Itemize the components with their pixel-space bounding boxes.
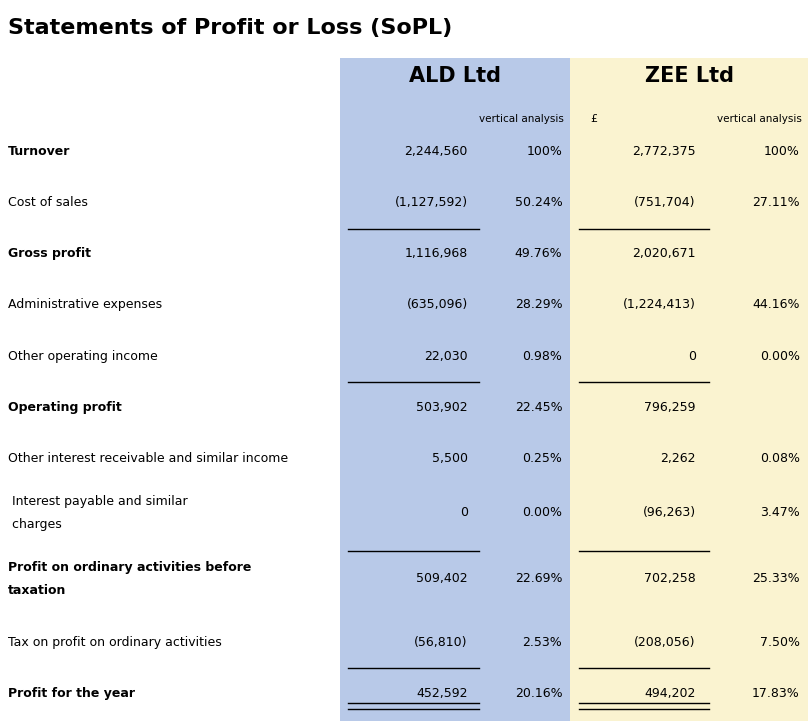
Text: (56,810): (56,810): [415, 636, 468, 649]
Text: 2,772,375: 2,772,375: [632, 145, 696, 158]
Text: Other operating income: Other operating income: [8, 350, 158, 363]
Text: Turnover: Turnover: [8, 145, 70, 158]
Text: 0: 0: [688, 350, 696, 363]
Text: Tax on profit on ordinary activities: Tax on profit on ordinary activities: [8, 636, 222, 649]
Text: 2,262: 2,262: [660, 452, 696, 465]
Text: 0.00%: 0.00%: [522, 506, 562, 519]
Text: 22.45%: 22.45%: [515, 401, 562, 414]
Text: 17.83%: 17.83%: [752, 687, 800, 700]
FancyBboxPatch shape: [570, 58, 808, 721]
Text: 494,202: 494,202: [644, 687, 696, 700]
Text: Profit on ordinary activities before: Profit on ordinary activities before: [8, 561, 251, 574]
Text: £: £: [591, 114, 598, 124]
Text: 1,116,968: 1,116,968: [405, 247, 468, 260]
Text: (96,263): (96,263): [642, 506, 696, 519]
Text: 100%: 100%: [527, 145, 562, 158]
Text: charges: charges: [8, 518, 62, 531]
FancyBboxPatch shape: [340, 58, 570, 721]
Text: 503,902: 503,902: [416, 401, 468, 414]
Text: 25.33%: 25.33%: [752, 572, 800, 585]
Text: 2.53%: 2.53%: [523, 636, 562, 649]
Text: 100%: 100%: [764, 145, 800, 158]
Text: 20.16%: 20.16%: [515, 687, 562, 700]
Text: 44.16%: 44.16%: [752, 298, 800, 311]
Text: (208,056): (208,056): [634, 636, 696, 649]
Text: 49.76%: 49.76%: [515, 247, 562, 260]
Text: Administrative expenses: Administrative expenses: [8, 298, 162, 311]
Text: 509,402: 509,402: [416, 572, 468, 585]
Text: Operating profit: Operating profit: [8, 401, 122, 414]
Text: 0.25%: 0.25%: [523, 452, 562, 465]
Text: Gross profit: Gross profit: [8, 247, 91, 260]
Text: ALD Ltd: ALD Ltd: [410, 66, 501, 86]
Text: 5,500: 5,500: [431, 452, 468, 465]
Text: vertical analysis: vertical analysis: [479, 114, 564, 124]
Text: 452,592: 452,592: [416, 687, 468, 700]
Text: (751,704): (751,704): [634, 196, 696, 209]
Text: 7.50%: 7.50%: [760, 636, 800, 649]
Text: Other interest receivable and similar income: Other interest receivable and similar in…: [8, 452, 288, 465]
Text: Cost of sales: Cost of sales: [8, 196, 88, 209]
Text: 0.00%: 0.00%: [760, 350, 800, 363]
Text: 0: 0: [460, 506, 468, 519]
Text: vertical analysis: vertical analysis: [717, 114, 802, 124]
Text: 50.24%: 50.24%: [515, 196, 562, 209]
Text: Profit for the year: Profit for the year: [8, 687, 135, 700]
Text: 0.98%: 0.98%: [523, 350, 562, 363]
Text: 702,258: 702,258: [644, 572, 696, 585]
Text: 27.11%: 27.11%: [752, 196, 800, 209]
Text: 0.08%: 0.08%: [760, 452, 800, 465]
Text: (1,127,592): (1,127,592): [394, 196, 468, 209]
Text: 22,030: 22,030: [424, 350, 468, 363]
Text: 28.29%: 28.29%: [515, 298, 562, 311]
Text: 796,259: 796,259: [644, 401, 696, 414]
Text: ZEE Ltd: ZEE Ltd: [645, 66, 734, 86]
Text: 3.47%: 3.47%: [760, 506, 800, 519]
Text: (1,224,413): (1,224,413): [623, 298, 696, 311]
Text: 2,244,560: 2,244,560: [405, 145, 468, 158]
Text: 22.69%: 22.69%: [515, 572, 562, 585]
Text: Interest payable and similar: Interest payable and similar: [8, 495, 187, 508]
Text: taxation: taxation: [8, 584, 66, 597]
Text: (635,096): (635,096): [406, 298, 468, 311]
Text: Statements of Profit or Loss (SoPL): Statements of Profit or Loss (SoPL): [8, 18, 452, 38]
Text: 2,020,671: 2,020,671: [632, 247, 696, 260]
